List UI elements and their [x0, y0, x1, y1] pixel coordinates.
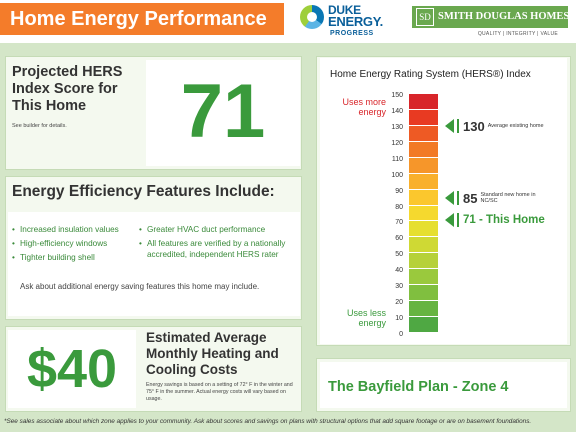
- feature-item: Tighter building shell: [12, 252, 138, 263]
- chart-title: Home Energy Rating System (HERS®) Index: [330, 69, 531, 80]
- scale-segment: [409, 221, 438, 238]
- score-marker: 130 Average existing home: [445, 119, 546, 134]
- scale-segment: [409, 269, 438, 286]
- marker-arrow-icon: [445, 119, 454, 134]
- duke-energy-icon: [300, 5, 324, 29]
- marker-value: 85: [463, 190, 478, 206]
- hers-score-box: [146, 60, 300, 166]
- scale-tick-label: 80: [395, 203, 403, 211]
- scale-tick-label: 20: [395, 299, 403, 307]
- marker-value: 130: [463, 118, 485, 134]
- smith-douglas-logo: SD SMITH DOUGLAS HOMES QUALITY | INTEGRI…: [412, 2, 570, 42]
- hers-score-label: Projected HERS Index Score for This Home: [12, 64, 123, 114]
- cost-title: Estimated Average Monthly Heating and Co…: [146, 330, 279, 377]
- footnote: *See sales associate about which zone ap…: [4, 418, 532, 425]
- marker-description: Standard new home in NC/SC: [480, 192, 536, 205]
- uses-more-energy-label: Uses more energy: [342, 97, 386, 117]
- scale-tick-label: 110: [391, 155, 403, 163]
- scale-tick-label: 10: [395, 315, 403, 323]
- hers-score-note: See builder for details.: [12, 123, 67, 129]
- scale-tick-label: 100: [391, 171, 403, 179]
- hers-chart-area: [320, 58, 567, 344]
- monthly-cost-value: $40: [26, 339, 118, 399]
- builder-tagline: QUALITY | INTEGRITY | VALUE: [477, 31, 558, 37]
- scale-tick-label: 90: [395, 187, 403, 195]
- cost-note: Energy savings is based on a setting of …: [146, 382, 293, 402]
- marker-line: [457, 191, 459, 206]
- cost-box: [8, 330, 136, 408]
- scale-tick-label: 130: [391, 123, 403, 131]
- feature-item: All features are verified by a nationall…: [139, 238, 299, 260]
- features-ask-text: Ask about additional energy saving featu…: [20, 282, 260, 291]
- scale-tick-label: 120: [391, 139, 403, 147]
- marker-line: [457, 212, 459, 227]
- scale-segment: [409, 301, 438, 318]
- feature-item: Increased insulation values: [12, 224, 138, 235]
- builder-monogram: SD: [416, 8, 434, 26]
- features-list-right: Greater HVAC duct performance All featur…: [139, 224, 299, 260]
- score-marker: 85 Standard new home in NC/SC: [445, 191, 538, 206]
- scale-tick-label: 60: [395, 235, 403, 243]
- builder-name: SMITH DOUGLAS HOMES: [438, 11, 570, 22]
- duke-logo-line1: DUKE: [328, 3, 361, 17]
- scale-tick-label: 0: [399, 331, 403, 338]
- features-title: Energy Efficiency Features Include:: [12, 183, 275, 200]
- plan-box: [320, 362, 567, 408]
- marker-arrow-icon: [445, 191, 454, 206]
- scale-segment: [409, 141, 438, 158]
- scale-tick-label: 40: [395, 267, 403, 275]
- scale-segment: [409, 317, 438, 333]
- duke-logo-line2: ENERGY.: [328, 14, 383, 29]
- feature-item: High-efficiency windows: [12, 238, 138, 249]
- hers-score-value: 71: [180, 69, 266, 154]
- scale-segment: [409, 253, 438, 270]
- marker-value: 71 - This Home: [463, 213, 545, 226]
- builder-logo-bar: [412, 6, 568, 28]
- plan-name: The Bayfield Plan - Zone 4: [328, 379, 509, 395]
- scale-tick-label: 150: [391, 92, 403, 99]
- scale-segment: [409, 285, 438, 302]
- scale-segment: [409, 189, 438, 206]
- feature-item: Greater HVAC duct performance: [139, 224, 299, 235]
- page-title: Home Energy Performance: [0, 3, 284, 35]
- scale-segment: [409, 157, 438, 174]
- scale-segment: [409, 173, 438, 190]
- scale-segment: [409, 125, 438, 142]
- scale-segment: [409, 237, 438, 254]
- scale-tick-label: 30: [395, 283, 403, 291]
- scale-tick-label: 140: [391, 107, 403, 115]
- scale-segment: [409, 205, 438, 222]
- scale-segment: [409, 94, 438, 110]
- score-marker: 71 - This Home: [445, 212, 545, 227]
- scale-segment: [409, 109, 438, 126]
- duke-logo-line3: PROGRESS: [330, 30, 374, 37]
- features-list-left: Increased insulation values High-efficie…: [12, 224, 138, 263]
- scale-tick-label: 50: [395, 251, 403, 259]
- duke-energy-logo: DUKE ENERGY. PROGRESS: [296, 2, 396, 42]
- marker-arrow-icon: [445, 212, 454, 227]
- scale-tick-label: 70: [395, 219, 403, 227]
- uses-less-energy-label: Uses less energy: [346, 308, 386, 328]
- marker-description: Average existing home: [487, 123, 544, 130]
- marker-line: [457, 119, 459, 134]
